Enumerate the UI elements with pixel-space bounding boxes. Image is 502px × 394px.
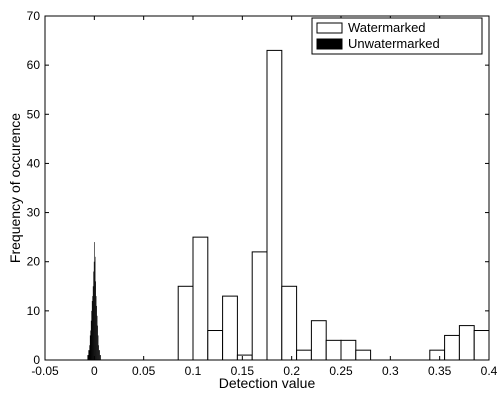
bar-unwatermarked: [88, 350, 90, 360]
bar-unwatermarked: [95, 281, 96, 360]
x-tick-label: 0.35: [428, 364, 452, 378]
bar-watermarked: [458, 325, 475, 361]
y-tick-label: 0: [33, 353, 40, 367]
y-tick-label: 60: [27, 58, 41, 72]
bar-watermarked: [207, 330, 224, 361]
bar-watermarked: [310, 320, 327, 361]
bar-unwatermarked: [99, 355, 101, 360]
y-tick-label: 40: [27, 156, 41, 170]
bar-unwatermarked: [87, 355, 89, 360]
x-tick-label: 0.4: [481, 364, 498, 378]
bar-watermarked: [444, 334, 460, 361]
chart-legend: Watermarked Unwatermarked: [311, 17, 483, 55]
x-axis-ticks: -0.05 0 0.05 0.1 0.15 0.2 0.25 0.3 0.35 0.4: [31, 16, 498, 378]
bar-unwatermarked: [92, 296, 93, 360]
bar-unwatermarked: [98, 350, 100, 360]
bar-unwatermarked: [93, 261, 95, 360]
bar-watermarked: [251, 251, 268, 361]
bar-watermarked: [177, 285, 194, 361]
bar-unwatermarked: [94, 242, 95, 360]
y-axis-label: Frequency of occurence: [7, 113, 23, 263]
bar-unwatermarked: [90, 320, 92, 360]
x-tick-label: 0.25: [329, 364, 353, 378]
bar-watermarked: [296, 349, 312, 361]
bar-watermarked: [281, 285, 298, 361]
plot-area-frame: [44, 15, 490, 361]
bar-unwatermarked: [93, 271, 94, 360]
bar-unwatermarked: [90, 330, 91, 360]
bar-watermarked: [429, 349, 446, 361]
unwatermarked-series: [87, 242, 101, 360]
bar-unwatermarked: [96, 315, 98, 360]
y-tick-label: 50: [27, 107, 41, 121]
bar-unwatermarked: [100, 355, 101, 360]
y-tick-label: 30: [27, 206, 41, 220]
y-tick-label: 20: [27, 255, 41, 269]
watermarked-series: [177, 49, 490, 361]
x-axis-label: Detection value: [219, 375, 316, 391]
legend-swatch-watermarked: [316, 22, 343, 34]
bar-unwatermarked: [95, 296, 97, 360]
bar-unwatermarked: [91, 310, 92, 360]
x-tick-label: 0: [91, 364, 98, 378]
bar-unwatermarked: [92, 286, 94, 360]
bar-unwatermarked: [96, 305, 97, 360]
y-tick-label: 70: [27, 9, 41, 23]
bar-unwatermarked: [89, 345, 90, 360]
bar-unwatermarked: [87, 355, 89, 360]
bar-watermarked: [340, 339, 357, 361]
x-tick-label: 0.3: [382, 364, 399, 378]
bar-unwatermarked: [97, 335, 99, 360]
bar-watermarked: [266, 49, 283, 361]
bar-watermarked: [325, 339, 342, 361]
bar-unwatermarked: [89, 335, 91, 360]
bar-unwatermarked: [91, 301, 93, 360]
bar-watermarked: [473, 330, 490, 361]
legend-label-watermarked: Watermarked: [348, 20, 426, 35]
x-tick-label: -0.05: [31, 364, 59, 378]
bar-unwatermarked: [97, 325, 98, 360]
y-tick-label: 10: [27, 304, 41, 318]
x-tick-label: 0.1: [185, 364, 202, 378]
bar-watermarked: [192, 236, 209, 361]
bar-unwatermarked: [94, 256, 96, 360]
y-axis-ticks: 0 10 20 30 40 50 60 70: [27, 9, 489, 367]
legend-swatch-unwatermarked: [316, 38, 343, 50]
bar-unwatermarked: [99, 350, 100, 360]
legend-label-unwatermarked: Unwatermarked: [348, 36, 440, 51]
bar-watermarked: [222, 295, 238, 361]
bar-unwatermarked: [98, 345, 99, 360]
bar-watermarked: [355, 349, 372, 361]
x-tick-label: 0.05: [132, 364, 156, 378]
x-tick-label: 0.15: [231, 364, 255, 378]
x-tick-label: 0.2: [283, 364, 300, 378]
bar-watermarked: [236, 354, 253, 361]
bar-unwatermarked: [88, 350, 90, 360]
